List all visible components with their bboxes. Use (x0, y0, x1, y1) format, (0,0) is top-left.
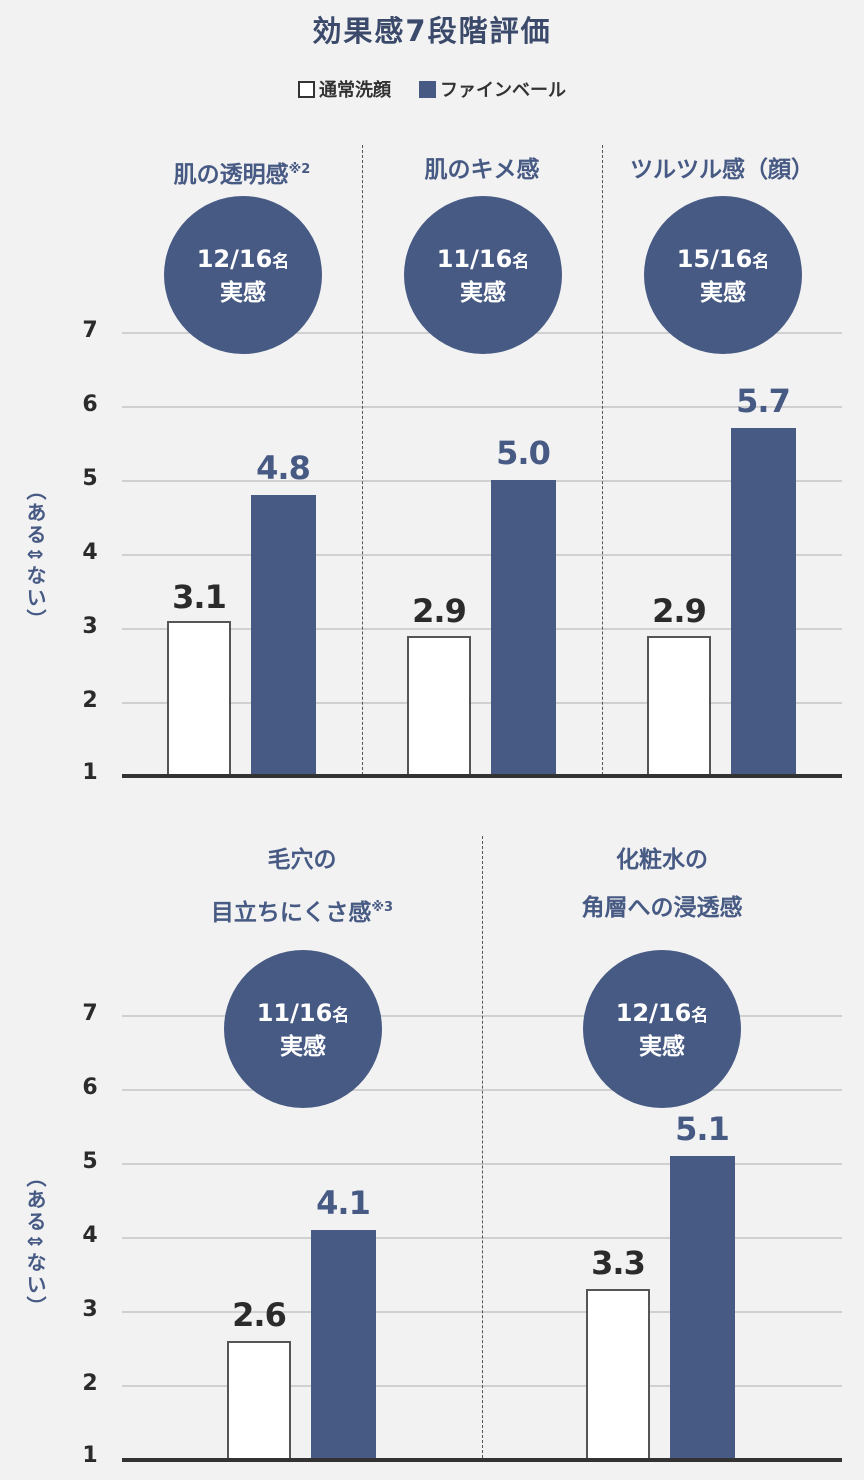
value-label: 5.0 (496, 434, 551, 472)
category-divider (482, 836, 483, 1458)
value-label: 4.1 (316, 1184, 371, 1222)
legend: 通常洗顔 ファインベール (0, 76, 864, 102)
y-tick: 5 (82, 1149, 98, 1174)
y-tick: 6 (82, 1075, 98, 1100)
value-label: 3.3 (591, 1244, 646, 1282)
bar-control (407, 636, 471, 776)
y-tick: 6 (82, 392, 98, 417)
value-label: 5.7 (736, 382, 791, 420)
legend-label: ファインベール (440, 80, 566, 101)
x-axis (122, 774, 842, 778)
category-divider (602, 145, 603, 775)
y-tick: 2 (82, 1371, 98, 1396)
gridline (122, 554, 842, 556)
filled-square-icon (419, 80, 436, 98)
bar-product (731, 428, 796, 776)
gridline (122, 702, 842, 704)
chart-title: 効果感7段階評価 (312, 14, 552, 48)
category-label: 化粧水の 角層への浸透感 (581, 847, 743, 921)
respondent-badge: 12/16名 実感 (583, 950, 741, 1108)
respondent-badge: 15/16名 実感 (644, 196, 802, 354)
y-tick: 4 (82, 1223, 98, 1248)
y-tick: 2 (82, 688, 98, 713)
bar-product (311, 1230, 376, 1459)
legend-item-control: 通常洗顔 (298, 76, 391, 102)
y-axis-label: （ある⇕ない） (23, 1166, 47, 1318)
y-tick: 7 (82, 1001, 98, 1026)
gridline (122, 480, 842, 482)
value-label: 2.9 (652, 592, 707, 630)
bar-control (647, 636, 711, 776)
value-label: 2.9 (412, 592, 467, 630)
y-tick: 4 (82, 540, 98, 565)
value-label: 2.6 (232, 1296, 287, 1334)
y-tick: 7 (82, 318, 98, 343)
bar-control (586, 1289, 650, 1459)
y-tick: 1 (82, 1443, 98, 1468)
category-label: ツルツル感（顔） (630, 157, 814, 183)
value-label: 3.1 (172, 578, 227, 616)
bar-control (227, 1341, 291, 1459)
category-label: 肌のキメ感 (424, 157, 540, 183)
bar-product (670, 1156, 735, 1459)
legend-item-product: ファインベール (419, 76, 566, 102)
outline-square-icon (298, 80, 315, 98)
bar-product (491, 480, 556, 776)
legend-label: 通常洗顔 (319, 80, 391, 101)
category-label: 毛穴の 目立ちにくさ感※3 (210, 847, 394, 926)
gridline (122, 628, 842, 630)
y-tick: 3 (82, 614, 98, 639)
respondent-badge: 11/16名 実感 (404, 196, 562, 354)
value-label: 4.8 (256, 449, 311, 487)
y-tick: 3 (82, 1297, 98, 1322)
bar-product (251, 495, 316, 776)
gridline (122, 406, 842, 408)
y-tick: 1 (82, 760, 98, 785)
value-label: 5.1 (675, 1110, 730, 1148)
x-axis (122, 1458, 842, 1462)
category-label: 肌の透明感※2 (173, 162, 311, 188)
y-axis-label: （ある⇕ない） (23, 479, 47, 631)
y-tick: 5 (82, 466, 98, 491)
bar-control (167, 621, 231, 776)
respondent-badge: 11/16名 実感 (224, 950, 382, 1108)
respondent-badge: 12/16名 実感 (164, 196, 322, 354)
category-divider (362, 145, 363, 775)
